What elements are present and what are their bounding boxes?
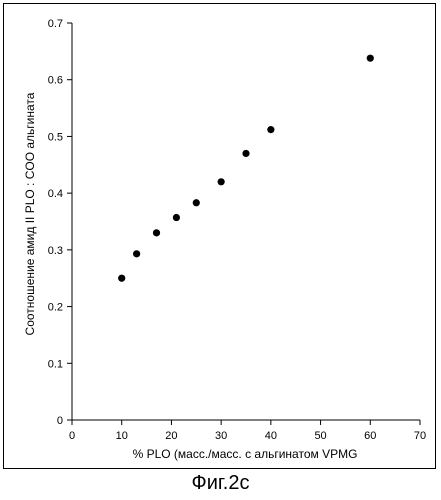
data-points bbox=[118, 54, 374, 282]
figure-caption: Фиг.2с bbox=[191, 472, 250, 494]
x-ticks: 0 10 20 30 40 50 60 70 bbox=[69, 420, 426, 442]
y-tick-label: 0.2 bbox=[48, 302, 63, 314]
y-axis-label: Соотношение амид II PLO : COO альгината bbox=[23, 92, 37, 335]
y-tick-label: 0.5 bbox=[48, 131, 63, 143]
x-tick-label: 60 bbox=[364, 430, 376, 442]
y-tick-label: 0.4 bbox=[48, 188, 63, 200]
x-tick-label: 10 bbox=[116, 430, 128, 442]
y-tick-label: 0.3 bbox=[48, 245, 63, 257]
y-ticks: 0 0.1 0.2 0.3 0.4 0.5 0.6 0.7 bbox=[48, 18, 72, 427]
data-point bbox=[118, 274, 126, 282]
data-point bbox=[133, 250, 141, 258]
x-tick-label: 20 bbox=[165, 430, 177, 442]
x-tick-label: 0 bbox=[69, 430, 75, 442]
data-point bbox=[152, 229, 161, 237]
y-tick-label: 0.6 bbox=[48, 75, 63, 87]
y-tick-label: 0 bbox=[57, 415, 63, 427]
x-tick-label: 40 bbox=[265, 430, 277, 442]
axes bbox=[71, 23, 420, 421]
chart-frame bbox=[3, 3, 436, 469]
data-point bbox=[217, 178, 225, 186]
data-point bbox=[366, 54, 374, 62]
y-tick-label: 0.1 bbox=[48, 358, 63, 370]
data-point bbox=[242, 149, 250, 158]
data-point bbox=[172, 213, 180, 222]
x-tick-label: 30 bbox=[215, 430, 227, 442]
y-tick-label: 0.7 bbox=[48, 18, 63, 30]
x-axis-label: % PLO (масс./масс. с альгинатом VPMG bbox=[133, 447, 358, 461]
x-tick-label: 50 bbox=[314, 430, 326, 442]
x-tick-label: 70 bbox=[414, 430, 426, 442]
data-point bbox=[192, 199, 200, 207]
data-point bbox=[267, 126, 275, 134]
scatter-chart: 0 10 20 30 40 50 60 70 0 0.1 0.2 0.3 0.4 0.5 0.6 0.7 %… bbox=[23, 18, 426, 461]
